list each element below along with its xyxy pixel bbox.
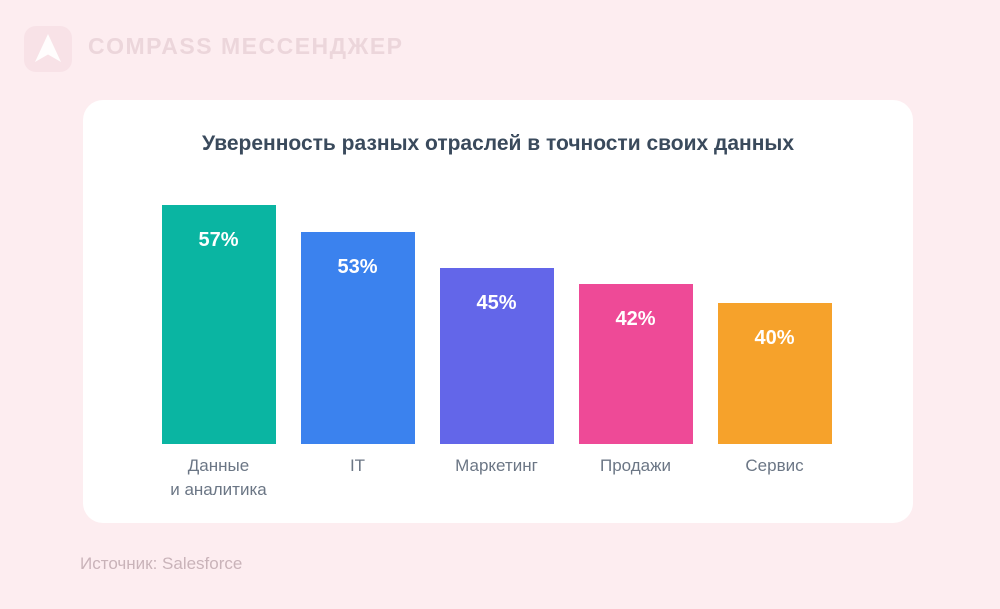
category-label: IT [349, 456, 366, 475]
bar-column: 42% [566, 100, 705, 444]
bar-value-label: 57% [198, 229, 239, 251]
navigation-arrow-icon [35, 34, 61, 62]
bars-area: 57% 53% 45% 42% [149, 100, 846, 444]
bar-prodazhi: 42% [578, 284, 693, 444]
bar-value-label: 40% [754, 327, 795, 349]
bar-servis: 40% [717, 303, 832, 444]
category-label: Сервис [745, 456, 804, 475]
bar-value-label: 42% [615, 308, 656, 330]
category-label: Продажи [600, 456, 671, 475]
compass-logo [24, 26, 72, 72]
bar-column: 45% [427, 100, 566, 444]
bar-marketing: 45% [439, 268, 554, 444]
bar-column: 57% [149, 100, 288, 444]
bar-column: 53% [288, 100, 427, 444]
bar-it: 53% [300, 232, 415, 444]
brand-name: COMPASS МЕССЕНДЖЕР [88, 33, 404, 59]
category-labels-row: Данные и аналитика IT Маркетинг Продажи … [149, 454, 846, 502]
chart-card: Уверенность разных отраслей в точности с… [83, 100, 913, 523]
bar-chart: 57% 53% 45% 42% [149, 100, 846, 502]
bar-value-label: 45% [476, 292, 517, 314]
category-label: Данные и аналитика [170, 456, 267, 499]
category-label: Маркетинг [455, 456, 538, 475]
source-caption: Источник: Salesforce [80, 554, 243, 573]
chart-title: Уверенность разных отраслей в точности с… [201, 132, 795, 155]
bar-dannye-i-analitika: 57% [161, 205, 276, 444]
bar-column: 40% [705, 100, 844, 444]
bar-value-label: 53% [337, 256, 378, 278]
